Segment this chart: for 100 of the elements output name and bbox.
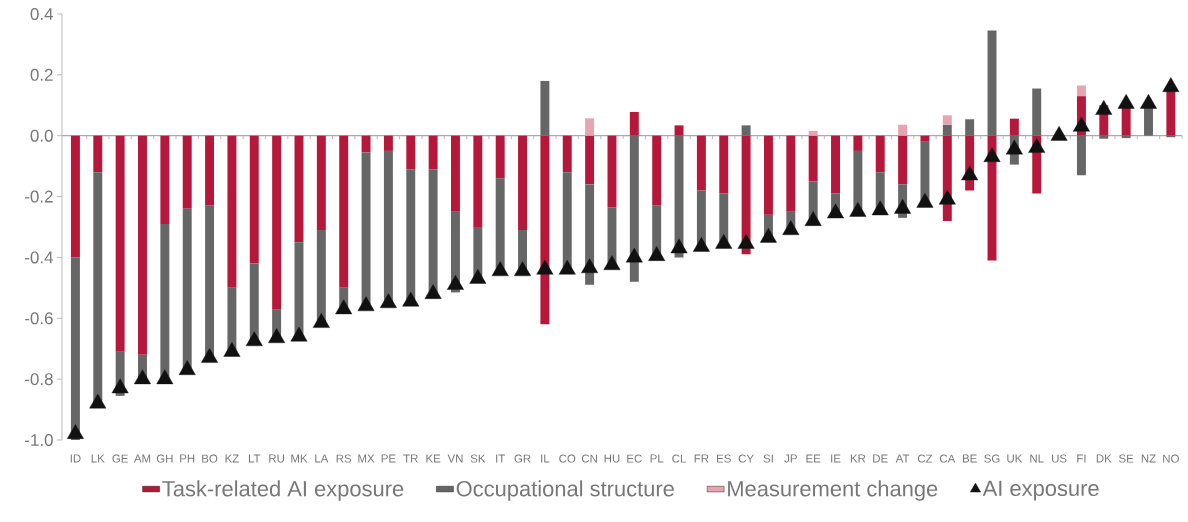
point (89, 393, 107, 409)
bar (406, 169, 416, 301)
x-tick-label: ID (70, 454, 81, 463)
point (156, 369, 174, 385)
bar (70, 135, 80, 258)
bar (629, 111, 639, 136)
bar (719, 135, 729, 194)
x-tick-label: FR (694, 454, 709, 463)
bar (115, 135, 125, 352)
point (134, 369, 151, 385)
point (558, 259, 576, 275)
bar (942, 115, 952, 125)
point (469, 269, 487, 284)
point (312, 313, 330, 328)
point (447, 275, 464, 290)
x-tick-label: IE (831, 454, 841, 463)
bar (339, 135, 349, 288)
x-tick-label: NL (1030, 454, 1044, 463)
bar (383, 135, 393, 151)
point (625, 247, 643, 263)
point (692, 237, 710, 252)
point (827, 203, 844, 219)
x-tick-label: UK (1007, 454, 1023, 463)
bar (138, 135, 147, 355)
x-tick-label: RS (336, 454, 352, 463)
x-tick-label: CA (939, 454, 956, 463)
bar (316, 230, 326, 322)
point (603, 255, 621, 270)
x-tick-label: EC (627, 454, 642, 463)
x-tick-label: PL (650, 454, 664, 463)
x-tick-label: US (1052, 454, 1067, 463)
bar (540, 135, 550, 325)
x-tick-label: FI (1077, 454, 1086, 463)
point (268, 328, 286, 343)
x-tick-label: HU (604, 454, 620, 463)
x-tick-label: LK (91, 454, 105, 463)
point (536, 259, 554, 275)
point (67, 424, 84, 439)
x-tick-label: CN (581, 454, 597, 463)
x-tick-label: BE (962, 454, 977, 463)
x-tick-label: IT (496, 454, 506, 463)
bar (763, 135, 773, 215)
x-tick-label: PE (381, 454, 396, 463)
x-tick-label: CY (738, 454, 754, 463)
y-tick-label: -1.0 (25, 433, 53, 446)
x-tick-label: RU (269, 454, 285, 463)
bar (696, 135, 706, 191)
point (357, 296, 375, 312)
bar (428, 135, 438, 170)
point (1140, 94, 1157, 109)
y-tick-label: 0.2 (30, 68, 53, 81)
point (983, 147, 1001, 162)
x-tick-label: CO (559, 454, 576, 463)
bar (1009, 118, 1019, 136)
bar (942, 124, 952, 136)
point (1117, 94, 1135, 109)
point (111, 378, 129, 394)
point (871, 200, 889, 216)
bar (898, 135, 908, 185)
point (178, 360, 196, 375)
x-tick-label: SI (763, 454, 773, 463)
point (938, 189, 956, 205)
bar (93, 135, 103, 173)
bar (227, 135, 237, 288)
point (715, 234, 733, 249)
bar (965, 119, 975, 136)
legend-label: Measurement change (728, 480, 938, 501)
legend-label: AI exposure (982, 480, 1099, 501)
point (916, 192, 934, 208)
point (961, 165, 979, 181)
bar (182, 208, 192, 370)
bar (562, 135, 572, 173)
bar (428, 169, 438, 294)
bar (473, 135, 483, 227)
bar (1166, 90, 1176, 136)
point (245, 331, 263, 347)
bar (853, 135, 863, 151)
bar (361, 135, 371, 153)
x-tick-label: NO (1163, 454, 1179, 463)
point (1073, 116, 1090, 132)
bar (786, 135, 796, 212)
x-tick-label: KZ (225, 454, 239, 463)
bar (272, 135, 282, 310)
bar (674, 125, 684, 136)
bar (361, 152, 371, 305)
bar (607, 135, 617, 208)
legend-label: Task-related AI exposure (162, 480, 404, 501)
point (894, 199, 912, 214)
x-tick-label: LA (315, 454, 329, 463)
y-tick-label: 0.0 (30, 129, 53, 142)
point (581, 258, 599, 274)
x-tick-label: SG (984, 454, 1000, 463)
bar (898, 124, 908, 136)
bar (205, 135, 215, 206)
x-tick-label: SE (1119, 454, 1134, 463)
point (849, 202, 867, 217)
bar (518, 135, 528, 231)
x-tick-label: VN (447, 454, 463, 463)
point (491, 261, 509, 277)
bar (585, 118, 595, 136)
